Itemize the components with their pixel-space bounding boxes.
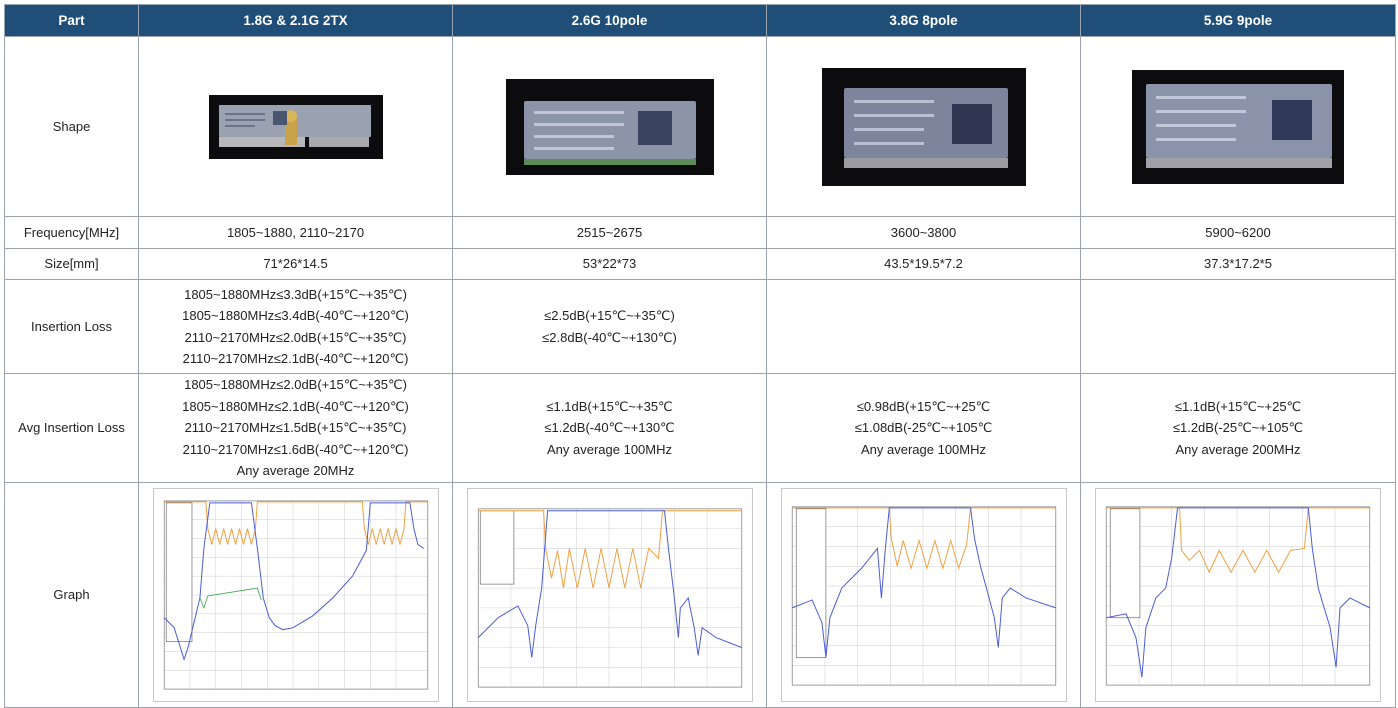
insertion-loss-value-1: 1805~1880MHz≤3.3dB(+15℃~+35℃) 1805~1880M… xyxy=(138,279,453,374)
graph-cell-3 xyxy=(766,481,1081,708)
avg-insertion-loss-value-1: 1805~1880MHz≤2.0dB(+15℃~+35℃) 1805~1880M… xyxy=(138,373,453,483)
insertion-loss-row: Insertion Loss 1805~1880MHz≤3.3dB(+15℃~+… xyxy=(4,279,1396,374)
avg-insertion-loss-row: Avg Insertion Loss 1805~1880MHz≤2.0dB(+1… xyxy=(4,373,1396,483)
filter-photo-2 xyxy=(505,78,714,175)
header-col-4: 5.9G 9pole xyxy=(1080,4,1396,37)
size-row: Size[mm] 71*26*14.5 53*22*73 43.5*19.5*7… xyxy=(4,248,1396,280)
plot-3-svg xyxy=(791,505,1056,686)
shape-cell-4 xyxy=(1080,36,1396,217)
header-row: Part 1.8G & 2.1G 2TX 2.6G 10pole 3.8G 8p… xyxy=(4,4,1396,37)
avg-insertion-loss-label: Avg Insertion Loss xyxy=(4,373,139,483)
shape-cell-2 xyxy=(452,36,767,217)
header-col-3: 3.8G 8pole xyxy=(766,4,1081,37)
size-value-1: 71*26*14.5 xyxy=(138,248,453,280)
size-value-2: 53*22*73 xyxy=(452,248,767,280)
filter-spec-table: Part 1.8G & 2.1G 2TX 2.6G 10pole 3.8G 8p… xyxy=(4,4,1396,708)
graph-cell-2 xyxy=(452,481,767,708)
graph-cell-1 xyxy=(138,481,453,708)
avg-insertion-loss-value-4: ≤1.1dB(+15℃~+25℃ ≤1.2dB(-25℃~+105℃ Any a… xyxy=(1080,373,1396,483)
s-parameter-plot-4 xyxy=(1095,487,1381,702)
plot-2-svg xyxy=(477,507,742,688)
header-col-2: 2.6G 10pole xyxy=(452,4,767,37)
frequency-value-2: 2515~2675 xyxy=(452,216,767,249)
insertion-loss-value-4 xyxy=(1080,279,1396,374)
frequency-row: Frequency[MHz] 1805~1880, 2110~2170 2515… xyxy=(4,216,1396,249)
frequency-value-3: 3600~3800 xyxy=(766,216,1081,249)
shape-cell-1 xyxy=(138,36,453,217)
plot-4-svg xyxy=(1105,505,1371,686)
shape-cell-3 xyxy=(766,36,1081,217)
s-parameter-plot-3 xyxy=(780,487,1067,702)
header-col-1: 1.8G & 2.1G 2TX xyxy=(138,4,453,37)
filter-photo-4 xyxy=(1132,69,1344,184)
shape-label: Shape xyxy=(4,36,139,217)
plot-1-svg xyxy=(163,499,428,690)
filter-photo-1 xyxy=(208,94,383,159)
frequency-value-1: 1805~1880, 2110~2170 xyxy=(138,216,453,249)
size-label: Size[mm] xyxy=(4,248,139,280)
header-part: Part xyxy=(4,4,139,37)
frequency-value-4: 5900~6200 xyxy=(1080,216,1396,249)
shape-row: Shape xyxy=(4,36,1396,217)
size-value-4: 37.3*17.2*5 xyxy=(1080,248,1396,280)
avg-insertion-loss-value-3: ≤0.98dB(+15℃~+25℃ ≤1.08dB(-25℃~+105℃ Any… xyxy=(766,373,1081,483)
graph-row: Graph xyxy=(4,481,1396,708)
graph-label: Graph xyxy=(4,481,139,708)
insertion-loss-value-2: ≤2.5dB(+15℃~+35℃) ≤2.8dB(-40℃~+130℃) xyxy=(452,279,767,374)
insertion-loss-label: Insertion Loss xyxy=(4,279,139,374)
s-parameter-plot-1 xyxy=(152,487,439,702)
filter-photo-3 xyxy=(821,67,1026,186)
graph-cell-4 xyxy=(1080,481,1396,708)
insertion-loss-value-3 xyxy=(766,279,1081,374)
avg-insertion-loss-value-2: ≤1.1dB(+15℃~+35℃ ≤1.2dB(-40℃~+130℃ Any a… xyxy=(452,373,767,483)
frequency-label: Frequency[MHz] xyxy=(4,216,139,249)
size-value-3: 43.5*19.5*7.2 xyxy=(766,248,1081,280)
s-parameter-plot-2 xyxy=(466,487,753,702)
